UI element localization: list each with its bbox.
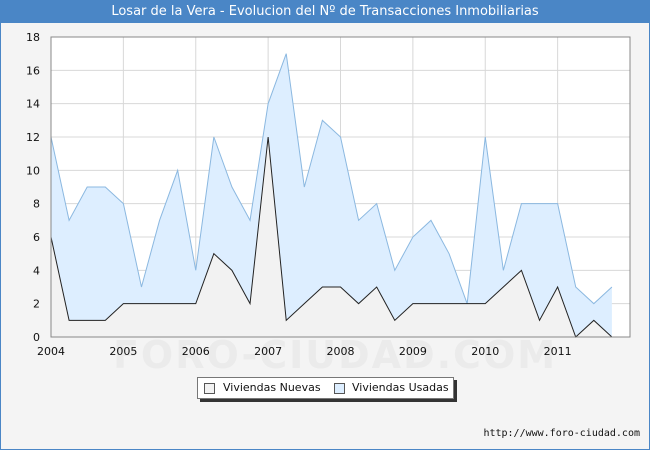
y-tick-label: 10 [26, 164, 40, 177]
x-tick-label: 2008 [327, 345, 355, 358]
source-credit: http://www.foro-ciudad.com [483, 428, 640, 439]
y-axis: 0 2 4 6 8 10 12 14 16 18 [26, 31, 40, 344]
legend-label-nuevas: Viviendas Nuevas [223, 381, 321, 394]
x-tick-label: 2009 [399, 345, 427, 358]
x-tick-label: 2011 [544, 345, 572, 358]
y-tick-label: 12 [26, 131, 40, 144]
x-axis: 2004 2005 2006 2007 2008 2009 2010 2011 [37, 345, 572, 358]
y-tick-label: 6 [33, 231, 40, 244]
chart-title: Losar de la Vera - Evolucion del Nº de T… [0, 0, 650, 23]
y-tick-label: 2 [33, 298, 40, 311]
line-viviendas-nuevas [50, 136, 613, 338]
y-tick-label: 14 [26, 98, 40, 111]
legend-swatch-usadas [334, 383, 345, 394]
line-total [50, 53, 613, 305]
y-tick-label: 8 [33, 198, 40, 211]
legend-label-usadas: Viviendas Usadas [352, 381, 449, 394]
watermark: FORO-CIUDAD.COM [113, 333, 557, 377]
x-tick-label: 2005 [109, 345, 137, 358]
y-tick-label: 0 [33, 331, 40, 344]
area-viviendas-nuevas [51, 137, 612, 337]
y-tick-label: 16 [26, 64, 40, 77]
x-tick-label: 2004 [37, 345, 65, 358]
legend: Viviendas Nuevas Viviendas Usadas [197, 377, 454, 399]
x-tick-label: 2007 [254, 345, 282, 358]
x-tick-label: 2006 [182, 345, 210, 358]
y-tick-label: 18 [26, 31, 40, 44]
plot-border [50, 36, 631, 338]
x-tick-label: 2010 [471, 345, 499, 358]
y-tick-label: 4 [33, 264, 40, 277]
area-series [50, 36, 631, 338]
legend-swatch-nuevas [204, 383, 215, 394]
